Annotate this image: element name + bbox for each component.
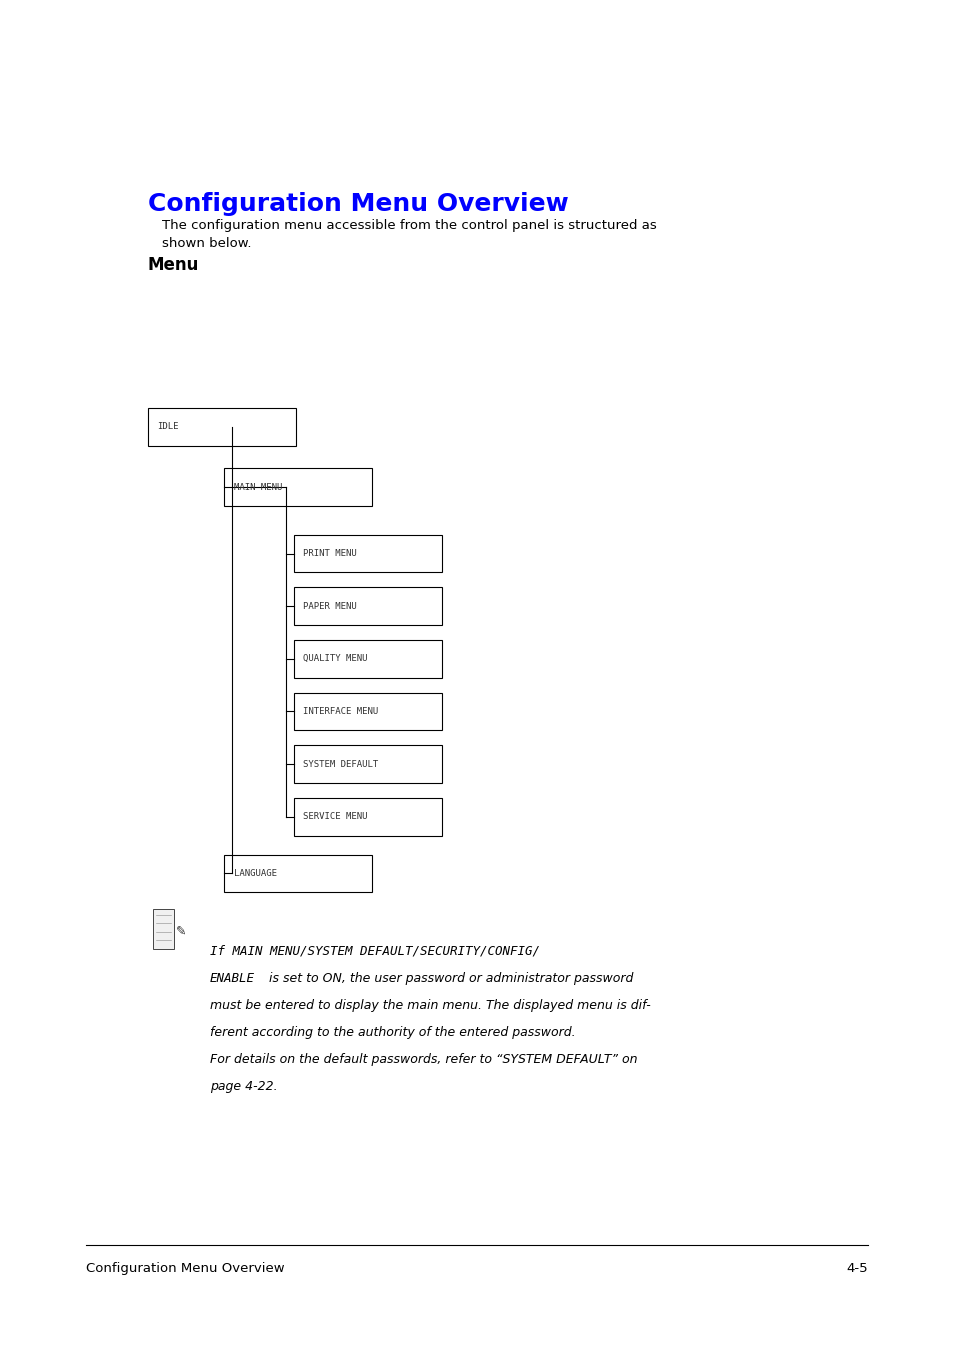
Text: ✎: ✎ xyxy=(175,925,186,937)
Bar xyxy=(224,468,372,506)
Text: must be entered to display the main menu. The displayed menu is dif-: must be entered to display the main menu… xyxy=(210,999,650,1012)
Text: QUALITY MENU: QUALITY MENU xyxy=(303,655,368,663)
Text: MAIN MENU: MAIN MENU xyxy=(233,483,282,491)
Text: INTERFACE MENU: INTERFACE MENU xyxy=(303,707,378,716)
Text: PAPER MENU: PAPER MENU xyxy=(303,602,356,610)
Text: SERVICE MENU: SERVICE MENU xyxy=(303,813,368,821)
Text: Configuration Menu Overview: Configuration Menu Overview xyxy=(148,192,568,216)
Text: is set to ON, the user password or administrator password: is set to ON, the user password or admin… xyxy=(265,972,633,986)
Text: The configuration menu accessible from the control panel is structured as
shown : The configuration menu accessible from t… xyxy=(162,219,657,250)
Text: 4-5: 4-5 xyxy=(845,1262,867,1276)
Text: ENABLE: ENABLE xyxy=(210,972,254,986)
Text: SYSTEM DEFAULT: SYSTEM DEFAULT xyxy=(303,760,378,768)
Text: page 4-22.: page 4-22. xyxy=(210,1080,277,1094)
Text: LANGUAGE: LANGUAGE xyxy=(233,869,276,878)
Text: If MAIN MENU/SYSTEM DEFAULT/SECURITY/CONFIG/: If MAIN MENU/SYSTEM DEFAULT/SECURITY/CON… xyxy=(210,945,539,958)
Bar xyxy=(294,798,441,836)
Text: Menu: Menu xyxy=(148,256,199,274)
Text: IDLE: IDLE xyxy=(157,423,179,431)
Text: Configuration Menu Overview: Configuration Menu Overview xyxy=(86,1262,284,1276)
Bar xyxy=(294,640,441,678)
Text: PRINT MENU: PRINT MENU xyxy=(303,549,356,558)
Bar xyxy=(152,909,173,949)
Bar xyxy=(294,745,441,783)
Bar xyxy=(294,693,441,730)
Bar xyxy=(294,535,441,572)
Text: ferent according to the authority of the entered password.: ferent according to the authority of the… xyxy=(210,1026,575,1040)
Bar xyxy=(294,587,441,625)
Bar xyxy=(224,855,372,892)
Bar xyxy=(148,408,295,446)
Text: For details on the default passwords, refer to “SYSTEM DEFAULT” on: For details on the default passwords, re… xyxy=(210,1053,637,1066)
